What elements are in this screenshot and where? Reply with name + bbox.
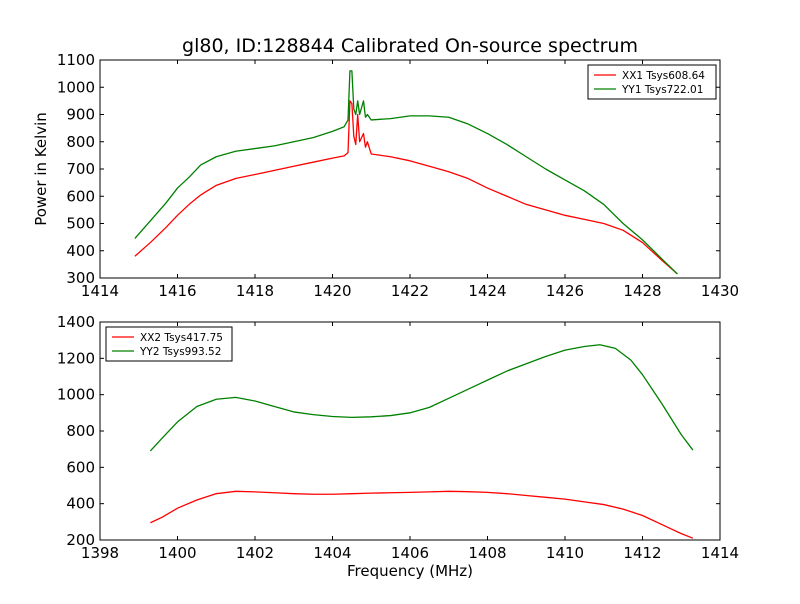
x-tick-label: 1414 <box>701 544 739 562</box>
chart-title: gl80, ID:128844 Calibrated On-source spe… <box>182 35 638 57</box>
x-tick-label: 1430 <box>701 282 739 300</box>
y-tick-label: 800 <box>66 133 95 151</box>
y-tick-label: 400 <box>66 495 95 513</box>
plot-frame <box>99 321 721 541</box>
x-tick-label: 1428 <box>623 282 661 300</box>
y-tick-label: 1200 <box>57 349 95 367</box>
legend-label: XX1 Tsys608.64 <box>622 70 705 82</box>
x-tick-label: 1406 <box>391 544 429 562</box>
y-tick-label: 1000 <box>57 78 95 96</box>
y-tick-label: 300 <box>66 269 95 287</box>
y-tick-label: 1400 <box>57 313 95 331</box>
y-tick-label: 600 <box>66 187 95 205</box>
x-tick-label: 1408 <box>468 544 506 562</box>
x-tick-label: 1412 <box>623 544 661 562</box>
x-tick-label: 1422 <box>391 282 429 300</box>
y-tick-label: 200 <box>66 531 95 549</box>
top-panel: 1414 1416 1418 1420 1422 1424 1426 1428 1430 300 4… <box>57 51 739 300</box>
y-tick-label: 800 <box>66 422 95 440</box>
series-line-xx <box>134 100 678 275</box>
x-tick-label: 1400 <box>158 544 196 562</box>
x-tick-label: 1398 <box>81 544 119 562</box>
legend-label: YY2 Tsys993.52 <box>139 346 221 358</box>
legend-label: XX2 Tsys417.75 <box>140 332 223 344</box>
series-line-yy <box>134 70 678 275</box>
x-tick-label: 1402 <box>236 544 274 562</box>
y-tick-label: 1000 <box>57 386 95 404</box>
x-tick-label: 1418 <box>236 282 274 300</box>
legend-box <box>105 326 233 362</box>
y-tick-label: 500 <box>66 215 95 233</box>
y-tick-label: 400 <box>66 242 95 260</box>
x-tick-label: 1416 <box>158 282 196 300</box>
x-tick-label: 1420 <box>313 282 351 300</box>
x-tick-label: 1414 <box>81 282 119 300</box>
y-tick-label: 700 <box>66 160 95 178</box>
series-line-xx <box>150 490 694 539</box>
y-tick-label: 600 <box>66 458 95 476</box>
y-axis-label: Power in Kelvin <box>32 112 50 226</box>
x-tick-label: 1404 <box>313 544 351 562</box>
y-tick-label: 1100 <box>57 51 95 69</box>
x-tick-label: 1424 <box>468 282 506 300</box>
x-axis-label: Frequency (MHz) <box>347 562 473 580</box>
plot-frame <box>99 59 721 279</box>
bottom-panel: 1398 1400 1402 1404 1406 1408 1410 1412 1414 200 4… <box>57 313 739 562</box>
legend: XX1 Tsys608.64 YY1 Tsys722.01 <box>587 64 717 100</box>
x-tick-label: 1410 <box>546 544 584 562</box>
y-tick-label: 900 <box>66 106 95 124</box>
x-tick-label: 1426 <box>546 282 584 300</box>
legend-label: YY1 Tsys722.01 <box>621 84 703 96</box>
series-line-yy <box>149 344 694 452</box>
legend-box <box>587 64 717 100</box>
legend: XX2 Tsys417.75 YY2 Tsys993.52 <box>105 326 233 362</box>
